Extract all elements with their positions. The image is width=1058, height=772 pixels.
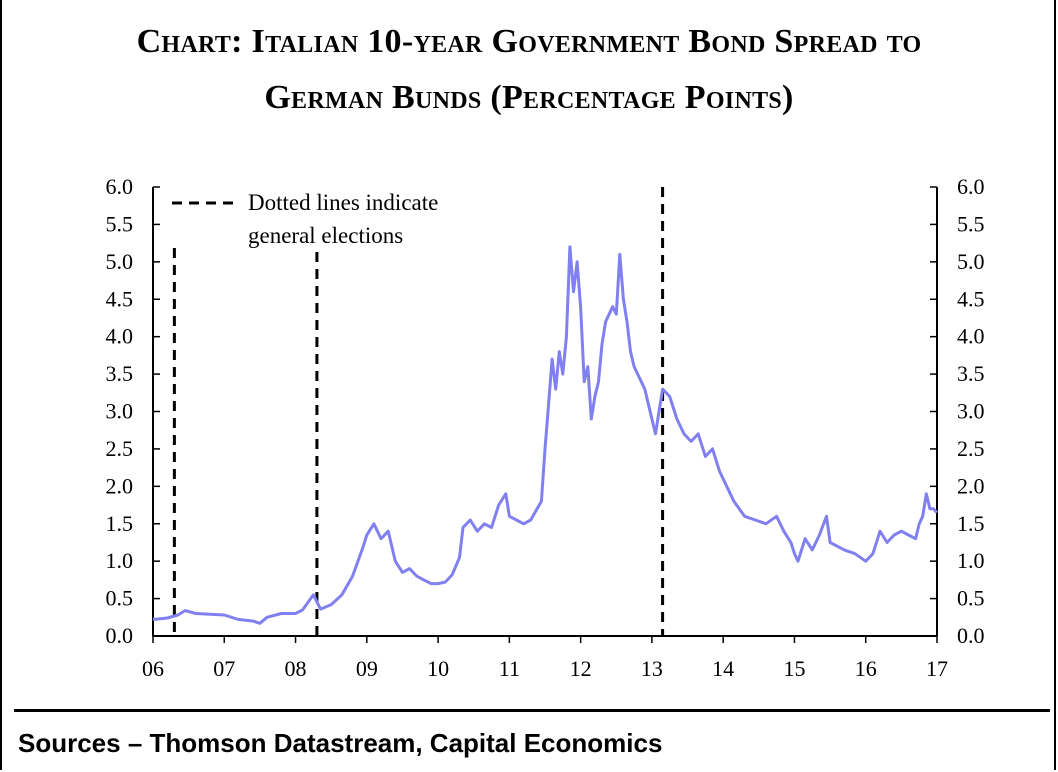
x-tick-label: 10 [427,656,449,681]
election-lines [172,187,665,636]
y-tick-label-left: 3.5 [106,361,134,386]
y-tick-label-right: 3.5 [957,361,985,386]
y-tick-label-left: 4.0 [106,324,134,349]
chart-title-line2: German Bunds (Percentage Points) [264,79,794,116]
x-tick-label: 11 [499,656,520,681]
y-tick-label-left: 5.5 [106,211,134,236]
y-tick-label-left: 5.0 [106,249,134,274]
legend-line2: general elections [248,223,403,248]
y-tick-label-right: 2.5 [957,436,985,461]
x-tick-label: 12 [570,656,592,681]
series-group [152,245,939,625]
y-tick-label-right: 1.5 [957,511,985,536]
y-tick-label-right: 0.0 [957,623,985,648]
x-tick-label: 06 [142,656,164,681]
y-tick-label-right: 2.0 [957,473,985,498]
y-tick-label-right: 1.0 [957,548,985,573]
x-tick-label: 09 [356,656,378,681]
y-tick-label-right: 4.0 [957,324,985,349]
x-tick-label: 16 [855,656,877,681]
y-tick-label-left: 0.0 [106,623,134,648]
legend: Dotted lines indicate general elections [172,190,438,248]
x-tick-label: 07 [213,656,235,681]
y-tick-label-right: 5.5 [957,211,985,236]
x-tick-label: 13 [641,656,663,681]
y-tick-label-left: 6.0 [106,174,134,199]
y-tick-label-right: 4.5 [957,286,985,311]
x-tick-label: 17 [926,656,948,681]
y-tick-label-left: 2.5 [106,436,134,461]
x-tick-label: 08 [285,656,307,681]
x-tick-label: 15 [783,656,805,681]
y-tick-label-right: 3.0 [957,399,985,424]
y-tick-label-left: 1.5 [106,511,134,536]
y-tick-label-right: 6.0 [957,174,985,199]
tick-marks [152,186,938,643]
chart-title: Chart: Italian 10-year Government Bond S… [0,14,1058,126]
y-tick-label-left: 4.5 [106,286,134,311]
footer-divider [14,709,1050,712]
tick-labels: 0.0 0.5 1.0 1.5 2.0 2.5 3.0 3.5 4.0 4.5 5.0 5.5 6.0 0… [106,174,985,681]
y-tick-label-left: 0.5 [106,586,134,611]
sources-note: Sources – Thomson Datastream, Capital Ec… [18,728,663,758]
x-tick-label: 14 [712,656,734,681]
spread-series-line [152,245,939,625]
y-tick-label-right: 5.0 [957,249,985,274]
y-tick-label-right: 0.5 [957,586,985,611]
axes [152,187,938,637]
y-tick-label-left: 1.0 [106,548,134,573]
legend-line1: Dotted lines indicate [248,190,438,215]
chart-title-line1: Chart: Italian 10-year Government Bond S… [136,23,922,60]
y-tick-label-left: 2.0 [106,473,134,498]
y-tick-label-left: 3.0 [106,399,134,424]
